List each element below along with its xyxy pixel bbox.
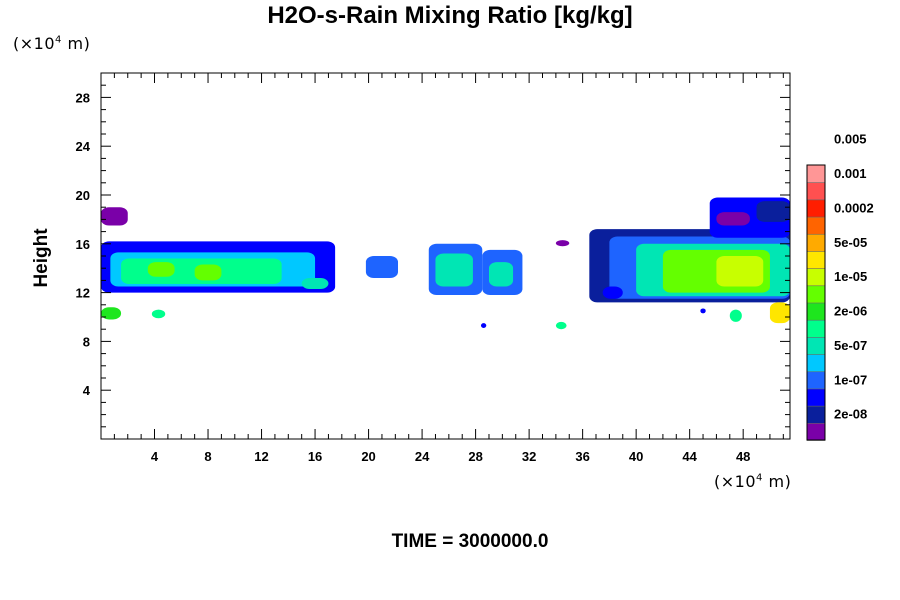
y-tick-label: 4: [83, 383, 91, 398]
x-tick-label: 40: [629, 449, 643, 464]
rain-region-23: [756, 201, 790, 222]
colorbar-swatch: [806, 216, 826, 235]
rain-region-9: [365, 256, 399, 278]
x-tick-label: 24: [415, 449, 430, 464]
x-tick-label: 32: [522, 449, 536, 464]
y-tick-label: 20: [76, 188, 90, 203]
colorbar-swatch: [806, 319, 826, 338]
colorbar-swatch: [806, 302, 826, 321]
y-tick-label: 12: [76, 286, 90, 301]
rain-region-4: [194, 264, 222, 281]
x-tick-label: 12: [254, 449, 268, 464]
rain-region-7: [101, 307, 122, 320]
y-tick-label: 8: [83, 334, 90, 349]
contour-layer: [101, 197, 790, 330]
y-unit-label: (×104 m): [13, 34, 91, 53]
colorbar-label: 2e-06: [834, 304, 867, 319]
rain-region-15: [480, 323, 487, 328]
colorbar-label: 2e-08: [834, 407, 867, 422]
colorbar-swatch: [806, 422, 826, 441]
rain-region-28: [602, 286, 623, 299]
colorbar-swatch: [806, 405, 826, 424]
chart-title: H2O-s-Rain Mixing Ratio [kg/kg]: [267, 2, 633, 29]
time-footer: TIME = 3000000.0: [391, 531, 549, 552]
rain-region-5: [301, 277, 329, 289]
colorbar-swatch: [806, 199, 826, 218]
colorbar-label: 1e-07: [834, 372, 867, 387]
y-tick-label: 24: [76, 139, 91, 154]
x-tick-label: 16: [308, 449, 322, 464]
rain-region-3: [147, 262, 175, 277]
y-tick-label: 28: [76, 90, 90, 105]
rain-region-26: [729, 309, 742, 322]
colorbar-label: 0.005: [834, 132, 867, 147]
colorbar-label: 0.0002: [834, 200, 874, 215]
colorbar-swatch: [806, 164, 826, 183]
rain-region-11: [435, 253, 473, 287]
colorbar-swatch: [806, 181, 826, 201]
colorbar-swatch: [806, 267, 826, 287]
rain-region-6: [101, 207, 128, 226]
rain-region-24: [716, 212, 750, 226]
rain-region-14: [555, 240, 570, 247]
colorbar: 2e-08 1e-07 5e-07 2e-06 1e-05 5e-05 0.0002 0.00…: [806, 132, 874, 441]
colorbar-swatch: [806, 233, 826, 252]
colorbar-label: 5e-05: [834, 235, 867, 250]
x-tick-label: 4: [151, 449, 159, 464]
colorbar-label: 5e-07: [834, 338, 867, 353]
x-tick-label: 20: [361, 449, 375, 464]
y-axis-label-text: Height: [31, 228, 52, 288]
colorbar-label: 0.001: [834, 166, 867, 181]
rain-region-13: [488, 262, 514, 287]
rain-region-21: [716, 256, 764, 287]
colorbar-swatch: [806, 370, 826, 390]
x-tick-label: 36: [575, 449, 589, 464]
rain-region-25: [769, 302, 790, 324]
x-unit-label: (×104 m): [714, 472, 792, 491]
rain-region-8: [151, 309, 166, 319]
colorbar-swatch: [806, 285, 826, 304]
colorbar-swatch: [806, 250, 826, 269]
rain-region-16: [555, 321, 567, 330]
x-tick-label: 48: [736, 449, 750, 464]
colorbar-swatch: [806, 353, 826, 373]
x-tick-label: 28: [468, 449, 482, 464]
y-tick-label: 16: [76, 237, 90, 252]
rain-region-27: [700, 308, 706, 314]
colorbar-frame: [806, 164, 826, 441]
x-tick-label: 44: [682, 449, 697, 464]
colorbar-swatch: [806, 388, 826, 407]
colorbar-label: 1e-05: [834, 269, 867, 284]
colorbar-swatch: [806, 336, 826, 355]
x-tick-label: 8: [204, 449, 211, 464]
